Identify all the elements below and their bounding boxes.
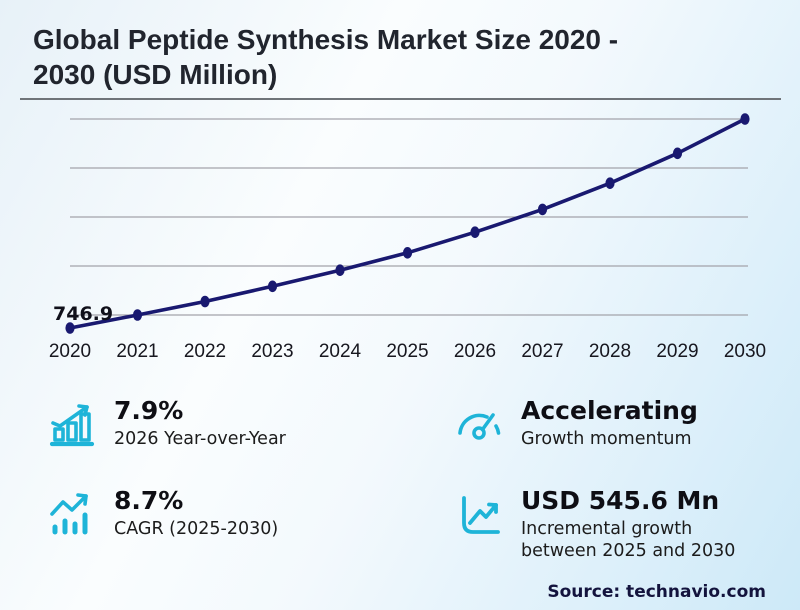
page-title: Global Peptide Synthesis Market Size 202… — [33, 22, 773, 92]
stat-momentum: Accelerating Growth momentum — [455, 390, 768, 480]
stat-incremental-growth: USD 545.6 Mn Incremental growth between … — [455, 480, 768, 570]
x-tick-2023: 2023 — [251, 341, 293, 362]
source-attribution: Source: technavio.com — [547, 582, 766, 602]
bar-chart-rise-icon — [48, 400, 96, 448]
stat-label-momentum: Growth momentum — [521, 429, 692, 450]
x-tick-2026: 2026 — [454, 341, 496, 362]
x-tick-2024: 2024 — [319, 341, 362, 362]
stat-label-incremental: Incremental growth between 2025 and 2030 — [521, 519, 736, 561]
stat-yoy: 7.9% 2026 Year-over-Year — [48, 390, 455, 480]
x-tick-2025: 2025 — [386, 341, 428, 362]
stat-label-cagr: CAGR (2025-2030) — [114, 519, 279, 540]
stat-label-yoy: 2026 Year-over-Year — [114, 429, 286, 450]
stat-value-momentum: Accelerating — [521, 396, 698, 425]
x-tick-2030: 2030 — [724, 341, 766, 362]
title-divider — [20, 98, 781, 100]
stat-value-yoy: 7.9% — [114, 396, 184, 425]
x-tick-2022: 2022 — [184, 341, 226, 362]
stats-grid: 7.9% 2026 Year-over-Year Accelerating Gr… — [48, 390, 768, 570]
first-point-value-label: 746.9 — [53, 303, 113, 325]
x-tick-2027: 2027 — [521, 341, 563, 362]
stat-value-cagr: 8.7% — [114, 486, 184, 515]
x-tick-2020: 2020 — [49, 341, 91, 362]
x-tick-2021: 2021 — [116, 341, 158, 362]
x-tick-2029: 2029 — [656, 341, 698, 362]
trend-line-bars-icon — [48, 490, 96, 538]
growth-chart-axis-icon — [455, 490, 503, 538]
x-tick-2028: 2028 — [589, 341, 631, 362]
market-size-line-chart: 2020 2021 2022 2023 2024 2025 2026 2027 2028 2029… — [49, 113, 766, 362]
page-title-line1: Global Peptide Synthesis Market Size 202… — [33, 24, 619, 55]
stat-cagr: 8.7% CAGR (2025-2030) — [48, 480, 455, 570]
page-title-line2: 2030 (USD Million) — [33, 59, 278, 90]
speedometer-icon — [455, 400, 503, 448]
stat-value-incremental: USD 545.6 Mn — [521, 486, 720, 515]
